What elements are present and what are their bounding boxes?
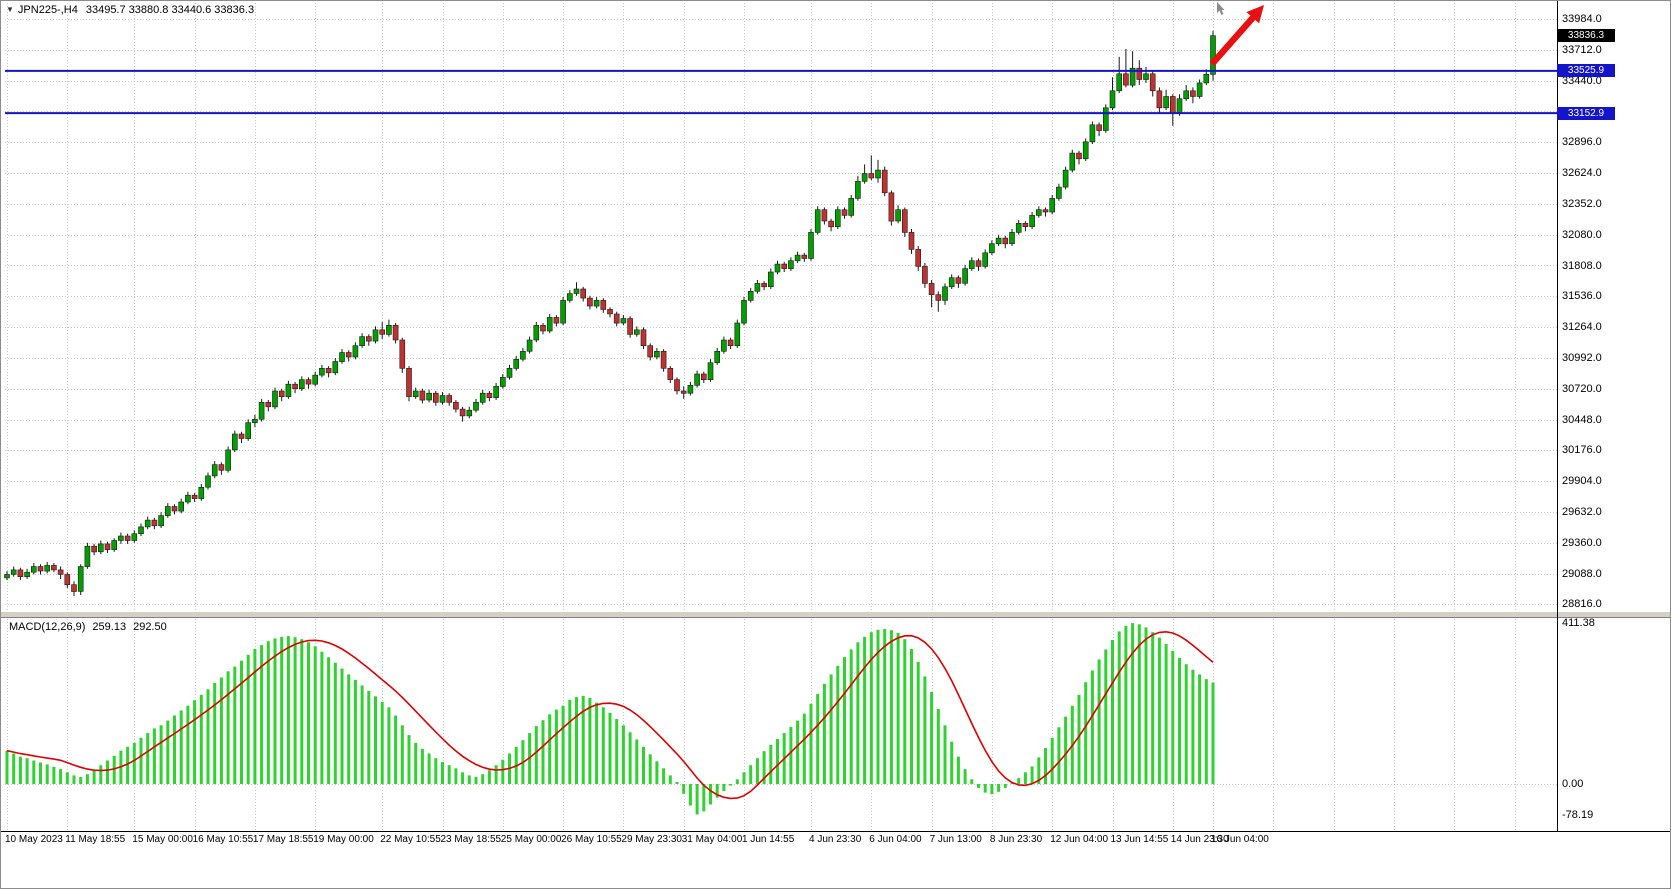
time-axis-label: 8 Jun 23:30: [989, 834, 1043, 845]
macd-axis-label: 0.00: [1562, 778, 1584, 790]
time-axis-label: 16 Jun 04:00: [1211, 834, 1269, 845]
time-axis-label: 23 May 18:55: [440, 834, 502, 845]
price-axis-label: 29904.0: [1562, 475, 1602, 488]
time-axis-label: 26 May 10:55: [561, 834, 622, 845]
line-price-badge: 33525.9: [1557, 64, 1615, 78]
time-axis-label: 31 May 04:00: [681, 834, 743, 845]
mouse-cursor: [1217, 2, 1225, 15]
macd-indicator-label: MACD(12,26,9) 259.13 292.50: [9, 621, 174, 633]
price-axis-label: 29632.0: [1562, 505, 1602, 518]
price-axis-label: 32080.0: [1562, 228, 1602, 241]
macd-axis-label: -78.19: [1562, 808, 1594, 821]
time-axis-label: 14 Jun 23:30: [1170, 834, 1229, 845]
ohlc-label: 33495.7 33880.8 33440.6 33836.3: [85, 4, 255, 16]
trend-arrow-annotation[interactable]: [1209, 5, 1264, 67]
price-axis-label: 33984.0: [1562, 13, 1602, 25]
price-axis-label: 32896.0: [1562, 136, 1602, 149]
price-axis-label: 31264.0: [1562, 321, 1602, 334]
macd-axis[interactable]: 411.38 0.00 -78.19: [1559, 1, 1670, 831]
price-axis-label: 32624.0: [1562, 167, 1602, 179]
panel-splitter[interactable]: [1, 611, 1671, 618]
price-axis-label: 30992.0: [1562, 351, 1602, 364]
time-axis-label: 22 May 10:55: [380, 834, 441, 845]
macd-name: MACD(12,26,9): [9, 621, 86, 633]
time-axis-label: 15 May 00:00: [132, 834, 193, 845]
price-axis-label: 33440.0: [1562, 74, 1602, 87]
price-axis[interactable]: 33984.0 33712.0 33440.0 32896.0 32624.0 32352…: [1557, 1, 1670, 831]
time-axis-label: 6 Jun 04:00: [869, 834, 922, 845]
symbol-timeframe-label: JPN225-,H4: [17, 4, 78, 16]
price-axis-label: 30448.0: [1562, 413, 1602, 426]
current-price-badge: 33836.3: [1557, 29, 1615, 43]
price-axis-label: 29088.0: [1562, 567, 1602, 580]
time-axis-label: 13 Jun 14:55: [1110, 834, 1169, 845]
candles-layer: [4, 30, 1216, 596]
time-axis-label: 1 Jun 14:55: [742, 834, 795, 845]
grid-lines: [5, 3, 1557, 830]
price-axis-label: 32352.0: [1562, 197, 1602, 210]
time-axis-label: 7 Jun 13:00: [929, 834, 982, 845]
macd-axis-label: 411.38: [1562, 617, 1595, 629]
time-axis-label: 12 Jun 04:00: [1050, 834, 1109, 845]
line-price-badge: 33152.9: [1557, 106, 1615, 120]
price-axis-label: 31808.0: [1562, 259, 1602, 272]
time-axis-label: 10 May 2023: [5, 834, 63, 845]
price-axis-label: 33712.0: [1562, 43, 1602, 56]
price-axis-label: 28816.0: [1562, 598, 1602, 611]
macd-signal-value: 292.50: [133, 621, 167, 633]
chart-icon: ▼: [6, 5, 14, 14]
macd-main-value: 259.13: [92, 621, 127, 633]
chart-title: ▼ JPN225-,H4 33495.7 33880.8 33440.6 33836…: [6, 4, 254, 16]
time-axis-label: 11 May 18:55: [65, 834, 126, 845]
time-axis-label: 17 May 18:55: [252, 834, 314, 845]
macd-signal-line: [6, 630, 1214, 800]
time-axis-label: 4 Jun 23:30: [809, 834, 862, 845]
time-axis[interactable]: 10 May 2023 11 May 18:55 15 May 00:00 16 Ma…: [1, 834, 1670, 852]
price-axis-label: 29360.0: [1562, 536, 1602, 549]
time-axis-label: 29 May 23:30: [621, 834, 682, 845]
price-axis-label: 31536.0: [1562, 290, 1602, 303]
price-axis-label: 30176.0: [1562, 444, 1602, 457]
price-axis-label: 30720.0: [1562, 382, 1602, 395]
time-axis-label: 19 May 00:00: [313, 834, 374, 845]
time-axis-label: 25 May 00:00: [500, 834, 562, 845]
time-axis-label: 16 May 10:55: [192, 834, 254, 845]
macd-histogram: [5, 623, 1215, 815]
